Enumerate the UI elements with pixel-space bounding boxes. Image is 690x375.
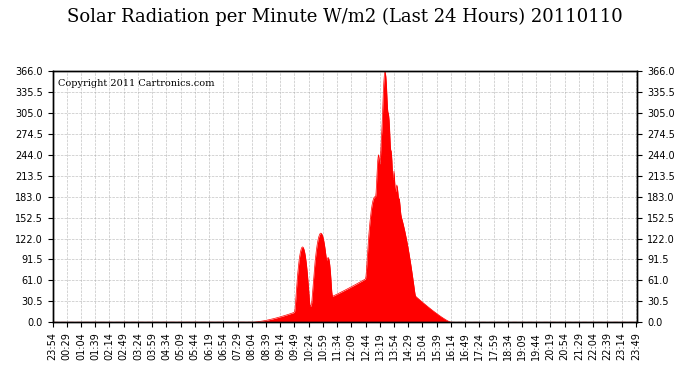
Text: Solar Radiation per Minute W/m2 (Last 24 Hours) 20110110: Solar Radiation per Minute W/m2 (Last 24…	[67, 8, 623, 26]
Text: Copyright 2011 Cartronics.com: Copyright 2011 Cartronics.com	[59, 78, 215, 87]
